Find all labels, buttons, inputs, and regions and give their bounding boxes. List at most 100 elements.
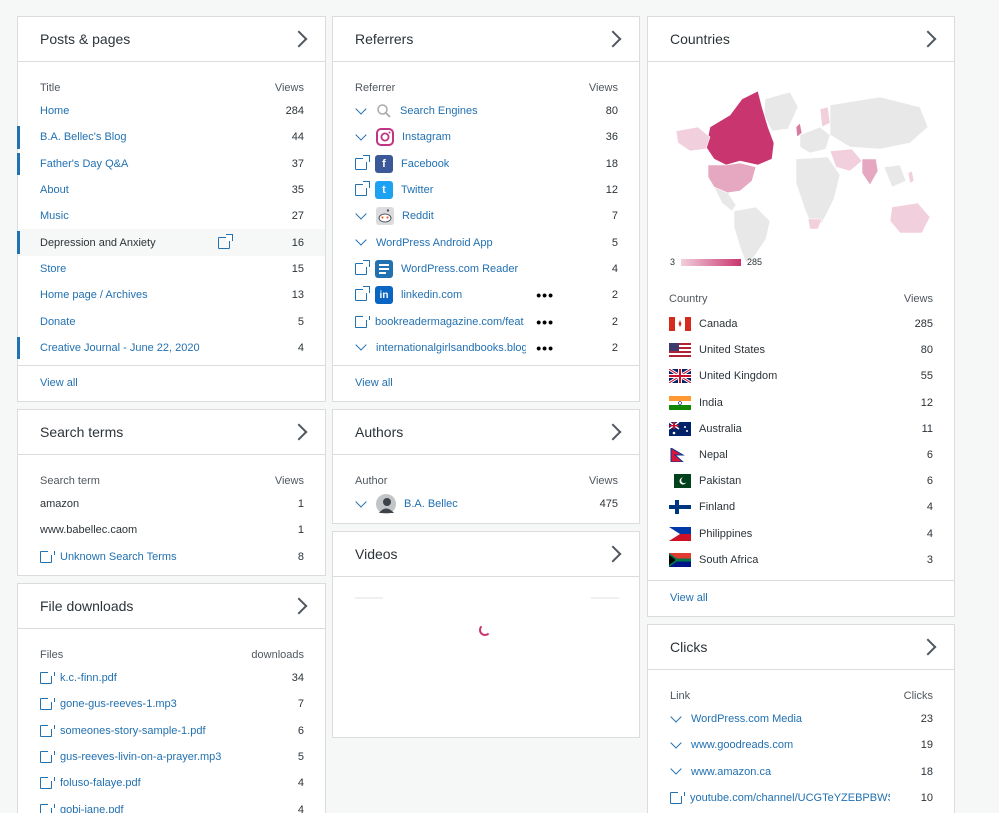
click-link[interactable]: www.amazon.ca <box>670 765 909 778</box>
post-link[interactable]: About <box>40 184 69 197</box>
referrer-link[interactable]: in linkedin.com <box>355 286 536 305</box>
file-link[interactable]: someones-story-sample-1.pdf <box>40 724 280 737</box>
referrer-link[interactable]: WordPress Android App <box>355 236 594 249</box>
chevron-right-icon[interactable] <box>604 423 622 441</box>
list-item[interactable]: k.c.-finn.pdf 34 <box>18 665 325 691</box>
referrer-link[interactable]: Search Engines <box>355 103 594 119</box>
click-link[interactable]: WordPress.com Media <box>670 713 909 725</box>
authors-header[interactable]: Authors <box>333 410 639 455</box>
list-item[interactable]: WordPress.com Reader 4 <box>333 256 639 282</box>
chevron-down-icon[interactable] <box>355 208 367 220</box>
referrer-link[interactable]: bookreadermagazine.com/feat <box>355 315 536 328</box>
external-link-icon[interactable] <box>218 233 233 249</box>
list-item[interactable]: gus-reeves-livin-on-a-prayer.mp3 5 <box>18 744 325 770</box>
referrer-link[interactable]: f Facebook <box>355 154 594 173</box>
file-link[interactable]: k.c.-finn.pdf <box>40 672 280 685</box>
chevron-down-icon[interactable] <box>355 103 367 115</box>
more-options-icon[interactable]: ••• <box>536 287 554 304</box>
list-item[interactable]: t Twitter 12 <box>333 177 639 203</box>
list-item[interactable]: Music 27 <box>18 203 325 229</box>
author-link[interactable]: B.A. Bellec <box>355 494 594 515</box>
post-link[interactable]: Creative Journal - June 22, 2020 <box>40 341 200 354</box>
chevron-down-icon[interactable] <box>670 713 682 723</box>
view-all-link[interactable]: View all <box>670 592 708 604</box>
file-link[interactable]: gus-reeves-livin-on-a-prayer.mp3 <box>40 751 280 764</box>
chevron-down-icon[interactable] <box>670 739 682 749</box>
click-link[interactable]: youtube.com/channel/UCGTeYZEBPBWS <box>670 792 909 805</box>
list-item[interactable]: youtube.com/channel/UCGTeYZEBPBWS 10 <box>648 785 954 811</box>
list-item[interactable]: gone-gus-reeves-1.mp3 7 <box>18 691 325 717</box>
posts-pages-header[interactable]: Posts & pages <box>18 17 325 62</box>
referrer-link[interactable]: Reddit <box>355 207 594 226</box>
post-link[interactable]: Father's Day Q&A <box>40 157 129 170</box>
referrer-link[interactable]: t Twitter <box>355 181 594 200</box>
search-terms-header[interactable]: Search terms <box>18 410 325 455</box>
external-link-icon[interactable] <box>40 698 55 711</box>
list-item[interactable]: Father's Day Q&A 37 <box>17 151 325 177</box>
post-link[interactable]: Home <box>40 105 70 118</box>
list-item[interactable]: Home page / Archives 13 <box>18 282 325 308</box>
list-item[interactable]: in linkedin.com ••• 2 <box>333 282 639 308</box>
external-link-icon[interactable] <box>40 724 55 737</box>
list-item[interactable]: gobi-jane.pdf 4 <box>18 796 325 813</box>
post-link[interactable]: Depression and Anxiety <box>40 237 218 249</box>
view-all-link[interactable]: View all <box>40 377 78 389</box>
list-item[interactable]: Donate 5 <box>18 308 325 334</box>
list-item[interactable]: Creative Journal - June 22, 2020 4 <box>17 335 325 361</box>
chevron-down-icon[interactable] <box>355 495 367 508</box>
unknown-terms-link[interactable]: Unknown Search Terms <box>40 550 280 563</box>
view-all-link[interactable]: View all <box>355 377 393 389</box>
chevron-down-icon[interactable] <box>355 236 367 246</box>
list-item[interactable]: www.goodreads.com 19 <box>648 732 954 758</box>
external-link-icon[interactable] <box>355 315 370 328</box>
videos-header[interactable]: Videos <box>333 532 639 577</box>
file-downloads-header[interactable]: File downloads <box>18 584 325 629</box>
referrer-link[interactable]: Instagram <box>355 128 594 147</box>
list-item[interactable]: someones-story-sample-1.pdf 6 <box>18 718 325 744</box>
list-item[interactable]: Store 15 <box>18 256 325 282</box>
more-options-icon[interactable]: ••• <box>536 313 554 330</box>
list-item[interactable]: www.amazon.ca 18 <box>648 759 954 785</box>
list-item[interactable]: bookreadermagazine.com/feat ••• 2 <box>333 308 639 334</box>
world-map[interactable] <box>670 87 940 267</box>
list-item[interactable]: About 35 <box>18 177 325 203</box>
list-item[interactable]: B.A. Bellec 475 <box>333 491 639 517</box>
list-item[interactable]: foluso-falaye.pdf 4 <box>18 770 325 796</box>
referrers-header[interactable]: Referrers <box>333 17 639 62</box>
list-item[interactable]: internationalgirlsandbooks.blog ••• 2 <box>333 335 639 361</box>
list-item[interactable]: Depression and Anxiety 16 <box>17 229 325 256</box>
chevron-right-icon[interactable] <box>919 30 937 48</box>
list-item[interactable]: Home 284 <box>18 98 325 124</box>
chevron-down-icon[interactable] <box>355 129 367 141</box>
post-link[interactable]: B.A. Bellec's Blog <box>40 131 127 144</box>
external-link-icon[interactable] <box>40 550 55 563</box>
chevron-right-icon[interactable] <box>604 545 622 563</box>
more-options-icon[interactable]: ••• <box>536 339 554 356</box>
list-item[interactable]: Unknown Search Terms 8 <box>18 544 325 570</box>
list-item[interactable]: Reddit 7 <box>333 203 639 229</box>
file-link[interactable]: foluso-falaye.pdf <box>40 777 280 790</box>
list-item[interactable]: Instagram 36 <box>333 124 639 150</box>
external-link-icon[interactable] <box>670 792 685 805</box>
external-link-icon[interactable] <box>355 286 370 302</box>
list-item[interactable]: WordPress Android App 5 <box>333 229 639 255</box>
external-link-icon[interactable] <box>40 751 55 764</box>
external-link-icon[interactable] <box>355 154 370 170</box>
file-link[interactable]: gone-gus-reeves-1.mp3 <box>40 698 280 711</box>
chevron-right-icon[interactable] <box>919 638 937 656</box>
chevron-right-icon[interactable] <box>290 597 308 615</box>
external-link-icon[interactable] <box>40 803 55 813</box>
chevron-down-icon[interactable] <box>355 341 367 351</box>
external-link-icon[interactable] <box>355 259 370 275</box>
external-link-icon[interactable] <box>40 672 55 685</box>
referrer-link[interactable]: internationalgirlsandbooks.blog <box>355 341 536 354</box>
post-link[interactable]: Donate <box>40 315 76 328</box>
external-link-icon[interactable] <box>40 777 55 790</box>
referrer-link[interactable]: WordPress.com Reader <box>355 259 594 278</box>
list-item[interactable]: Search Engines 80 <box>333 98 639 124</box>
external-link-icon[interactable] <box>355 181 370 197</box>
post-link[interactable]: Home page / Archives <box>40 289 148 302</box>
list-item[interactable]: f Facebook 18 <box>333 151 639 177</box>
list-item[interactable]: WordPress.com Media 23 <box>648 706 954 732</box>
chevron-right-icon[interactable] <box>290 30 308 48</box>
